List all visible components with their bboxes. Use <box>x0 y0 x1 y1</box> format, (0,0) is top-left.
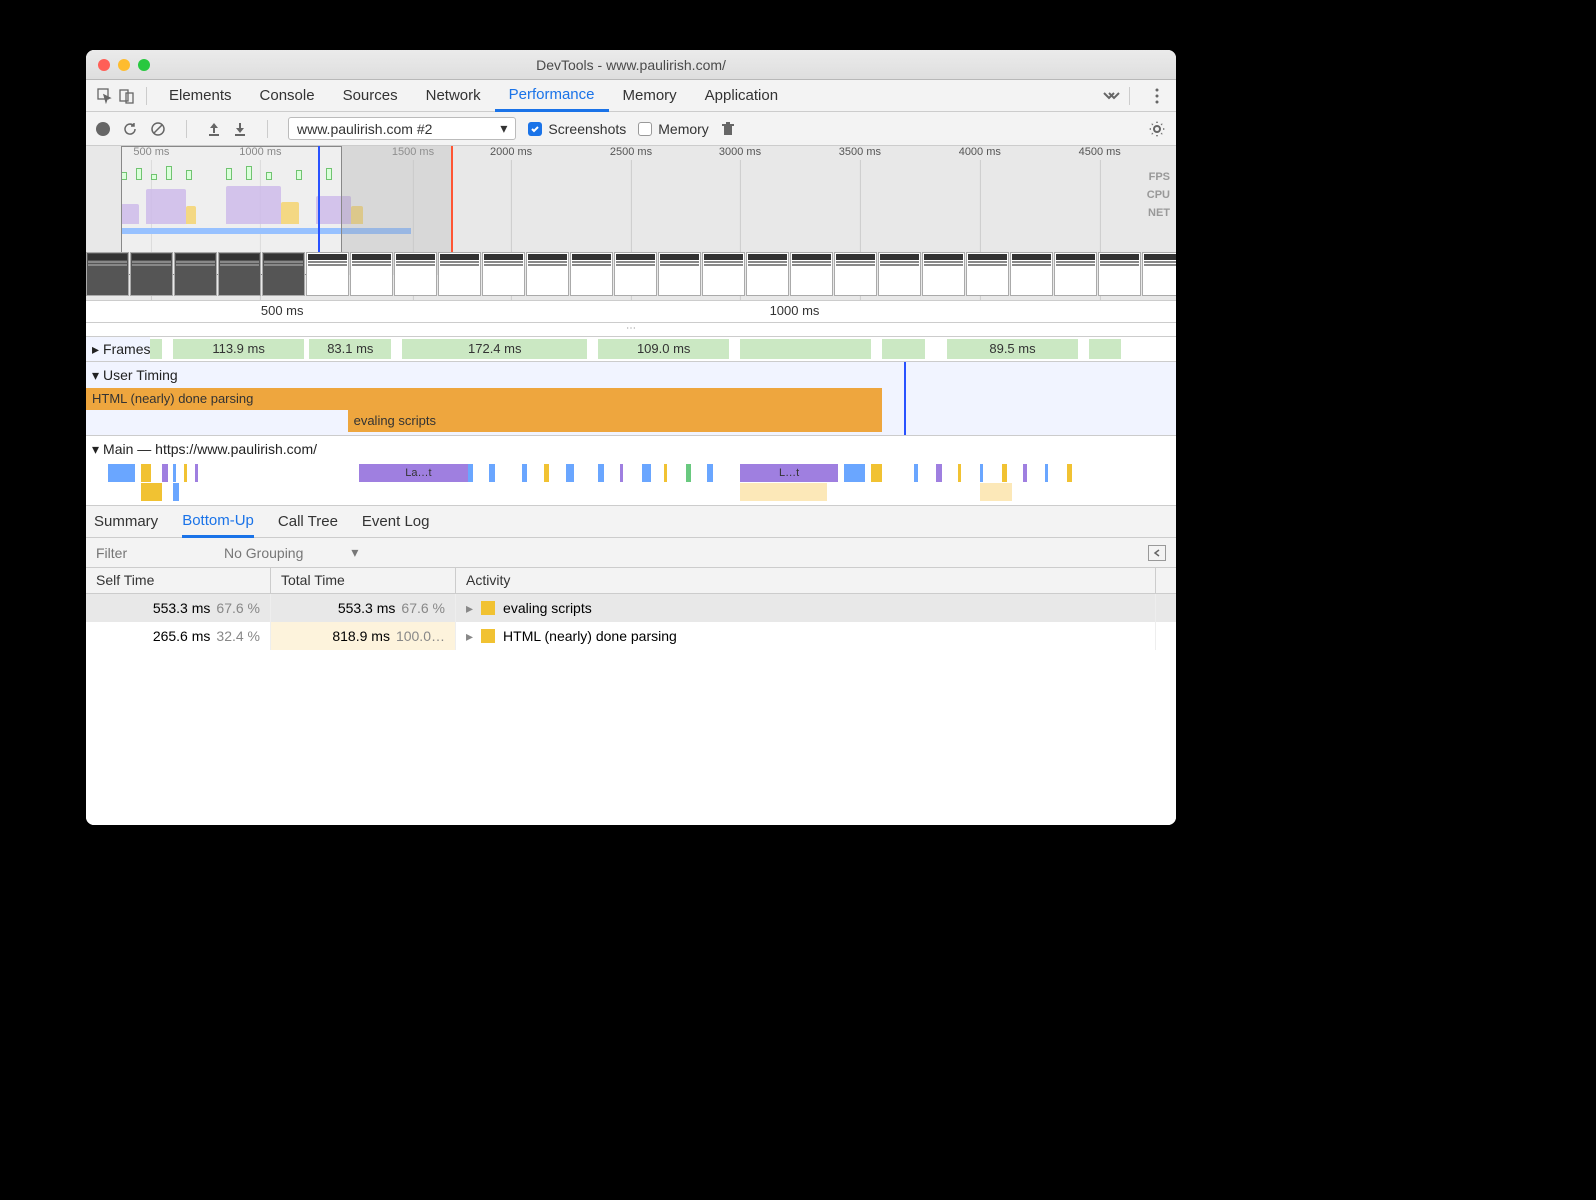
frames-label: Frames <box>103 341 150 357</box>
frame-block[interactable]: 113.9 ms <box>173 339 304 359</box>
frame-block[interactable] <box>882 339 926 359</box>
titlebar: DevTools - www.paulirish.com/ <box>86 50 1176 80</box>
overview-tick: 4500 ms <box>1079 146 1121 158</box>
timing-bar[interactable]: HTML (nearly) done parsing <box>86 388 882 410</box>
checkbox-off-icon <box>638 122 652 136</box>
more-panels[interactable] <box>1101 89 1121 103</box>
screenshots-label: Screenshots <box>548 121 626 137</box>
record-button[interactable] <box>96 122 110 136</box>
timeline-ruler[interactable]: 500 ms1000 ms <box>86 301 1176 323</box>
clear-button[interactable] <box>150 121 166 137</box>
memory-checkbox[interactable]: Memory <box>638 121 709 137</box>
reload-button[interactable] <box>122 121 138 137</box>
user-timing-label: User Timing <box>103 367 178 383</box>
activity-color-icon <box>481 601 495 615</box>
user-timing-marker <box>904 362 906 435</box>
recording-select[interactable]: www.paulirish.com #2 ▾ <box>288 117 516 140</box>
settings-icon[interactable] <box>1148 120 1166 138</box>
frame-block[interactable]: 109.0 ms <box>598 339 729 359</box>
detail-tab-summary[interactable]: Summary <box>94 506 158 538</box>
frame-block[interactable] <box>1089 339 1122 359</box>
chevron-down-icon: ▾ <box>351 544 358 561</box>
window-title: DevTools - www.paulirish.com/ <box>86 57 1176 73</box>
filter-input[interactable] <box>96 545 196 561</box>
column-header[interactable]: Activity <box>456 568 1156 593</box>
tab-elements[interactable]: Elements <box>155 80 246 112</box>
frame-block[interactable] <box>740 339 871 359</box>
column-header[interactable]: Self Time <box>86 568 271 593</box>
screenshots-checkbox[interactable]: Screenshots <box>528 121 626 137</box>
detail-tab-event-log[interactable]: Event Log <box>362 506 430 538</box>
toggle-detail-icon[interactable] <box>1148 545 1166 561</box>
separator <box>267 120 268 138</box>
collapse-icon[interactable]: ▾ <box>92 441 99 458</box>
tab-console[interactable]: Console <box>246 80 329 112</box>
table-body: 553.3 ms67.6 %553.3 ms67.6 %▸evaling scr… <box>86 594 1176 825</box>
detail-tab-call-tree[interactable]: Call Tree <box>278 506 338 538</box>
tab-network[interactable]: Network <box>412 80 495 112</box>
main-track[interactable]: ▾ Main — https://www.paulirish.com/ La…t… <box>86 436 1176 506</box>
upload-button[interactable] <box>207 121 221 137</box>
table-header: Self TimeTotal TimeActivity <box>86 568 1176 594</box>
overview-tick: 3000 ms <box>719 146 761 158</box>
frame-block[interactable]: 172.4 ms <box>402 339 587 359</box>
trash-button[interactable] <box>721 121 735 137</box>
checkbox-on-icon <box>528 122 542 136</box>
filter-row: No Grouping ▾ <box>86 538 1176 568</box>
detail-tabs: Summary Bottom-Up Call Tree Event Log <box>86 506 1176 538</box>
timing-bar[interactable]: evaling scripts <box>348 410 882 432</box>
separator <box>146 87 147 105</box>
activity-color-icon <box>481 629 495 643</box>
memory-label: Memory <box>658 121 709 137</box>
tab-application[interactable]: Application <box>691 80 792 112</box>
frames-track[interactable]: ▸ Frames 113.9 ms83.1 ms 172.4 ms 109.0 ms… <box>86 337 1176 362</box>
overview-panel[interactable]: 500 ms1000 ms1500 ms2000 ms2500 ms3000 m… <box>86 146 1176 301</box>
column-header[interactable]: Total Time <box>271 568 456 593</box>
inspect-icon[interactable] <box>94 85 116 107</box>
chevron-down-icon: ▾ <box>500 120 507 137</box>
separator <box>186 120 187 138</box>
overview-tick: 3500 ms <box>839 146 881 158</box>
collapsed-tracks[interactable]: ⋯ <box>86 323 1176 337</box>
devtools-window: DevTools - www.paulirish.com/ ElementsCo… <box>86 50 1176 825</box>
perf-toolbar: www.paulirish.com #2 ▾ Screenshots Memor… <box>86 112 1176 146</box>
table-row[interactable]: 553.3 ms67.6 %553.3 ms67.6 %▸evaling scr… <box>86 594 1176 622</box>
expand-icon[interactable]: ▸ <box>466 628 473 645</box>
overview-tick: 2000 ms <box>490 146 532 158</box>
kebab-menu-icon[interactable] <box>1146 85 1168 107</box>
user-timing-track[interactable]: ▾ User Timing HTML (nearly) done parsing… <box>86 362 1176 436</box>
tab-performance[interactable]: Performance <box>495 80 609 112</box>
main-label: Main — https://www.paulirish.com/ <box>103 441 317 457</box>
panel-tabbar: ElementsConsoleSourcesNetworkPerformance… <box>86 80 1176 112</box>
overview-tick: 4000 ms <box>959 146 1001 158</box>
tab-sources[interactable]: Sources <box>329 80 412 112</box>
detail-tab-bottom-up[interactable]: Bottom-Up <box>182 506 254 538</box>
tab-memory[interactable]: Memory <box>609 80 691 112</box>
table-row[interactable]: 265.6 ms32.4 %818.9 ms100.0…▸HTML (nearl… <box>86 622 1176 650</box>
overview-marker-red <box>451 146 453 252</box>
frame-block[interactable]: 89.5 ms <box>947 339 1078 359</box>
overview-tick: 2500 ms <box>610 146 652 158</box>
separator <box>1129 87 1130 105</box>
expand-icon[interactable]: ▸ <box>466 600 473 617</box>
overview-thumbnails <box>86 252 1176 300</box>
frame-block[interactable]: 83.1 ms <box>309 339 391 359</box>
expand-icon[interactable]: ▸ <box>92 341 99 358</box>
grouping-select[interactable]: No Grouping ▾ <box>216 542 366 563</box>
download-button[interactable] <box>233 121 247 137</box>
collapse-icon[interactable]: ▾ <box>92 367 99 384</box>
recording-select-label: www.paulirish.com #2 <box>297 121 432 137</box>
overview-marker-blue <box>318 146 320 252</box>
device-icon[interactable] <box>116 85 138 107</box>
